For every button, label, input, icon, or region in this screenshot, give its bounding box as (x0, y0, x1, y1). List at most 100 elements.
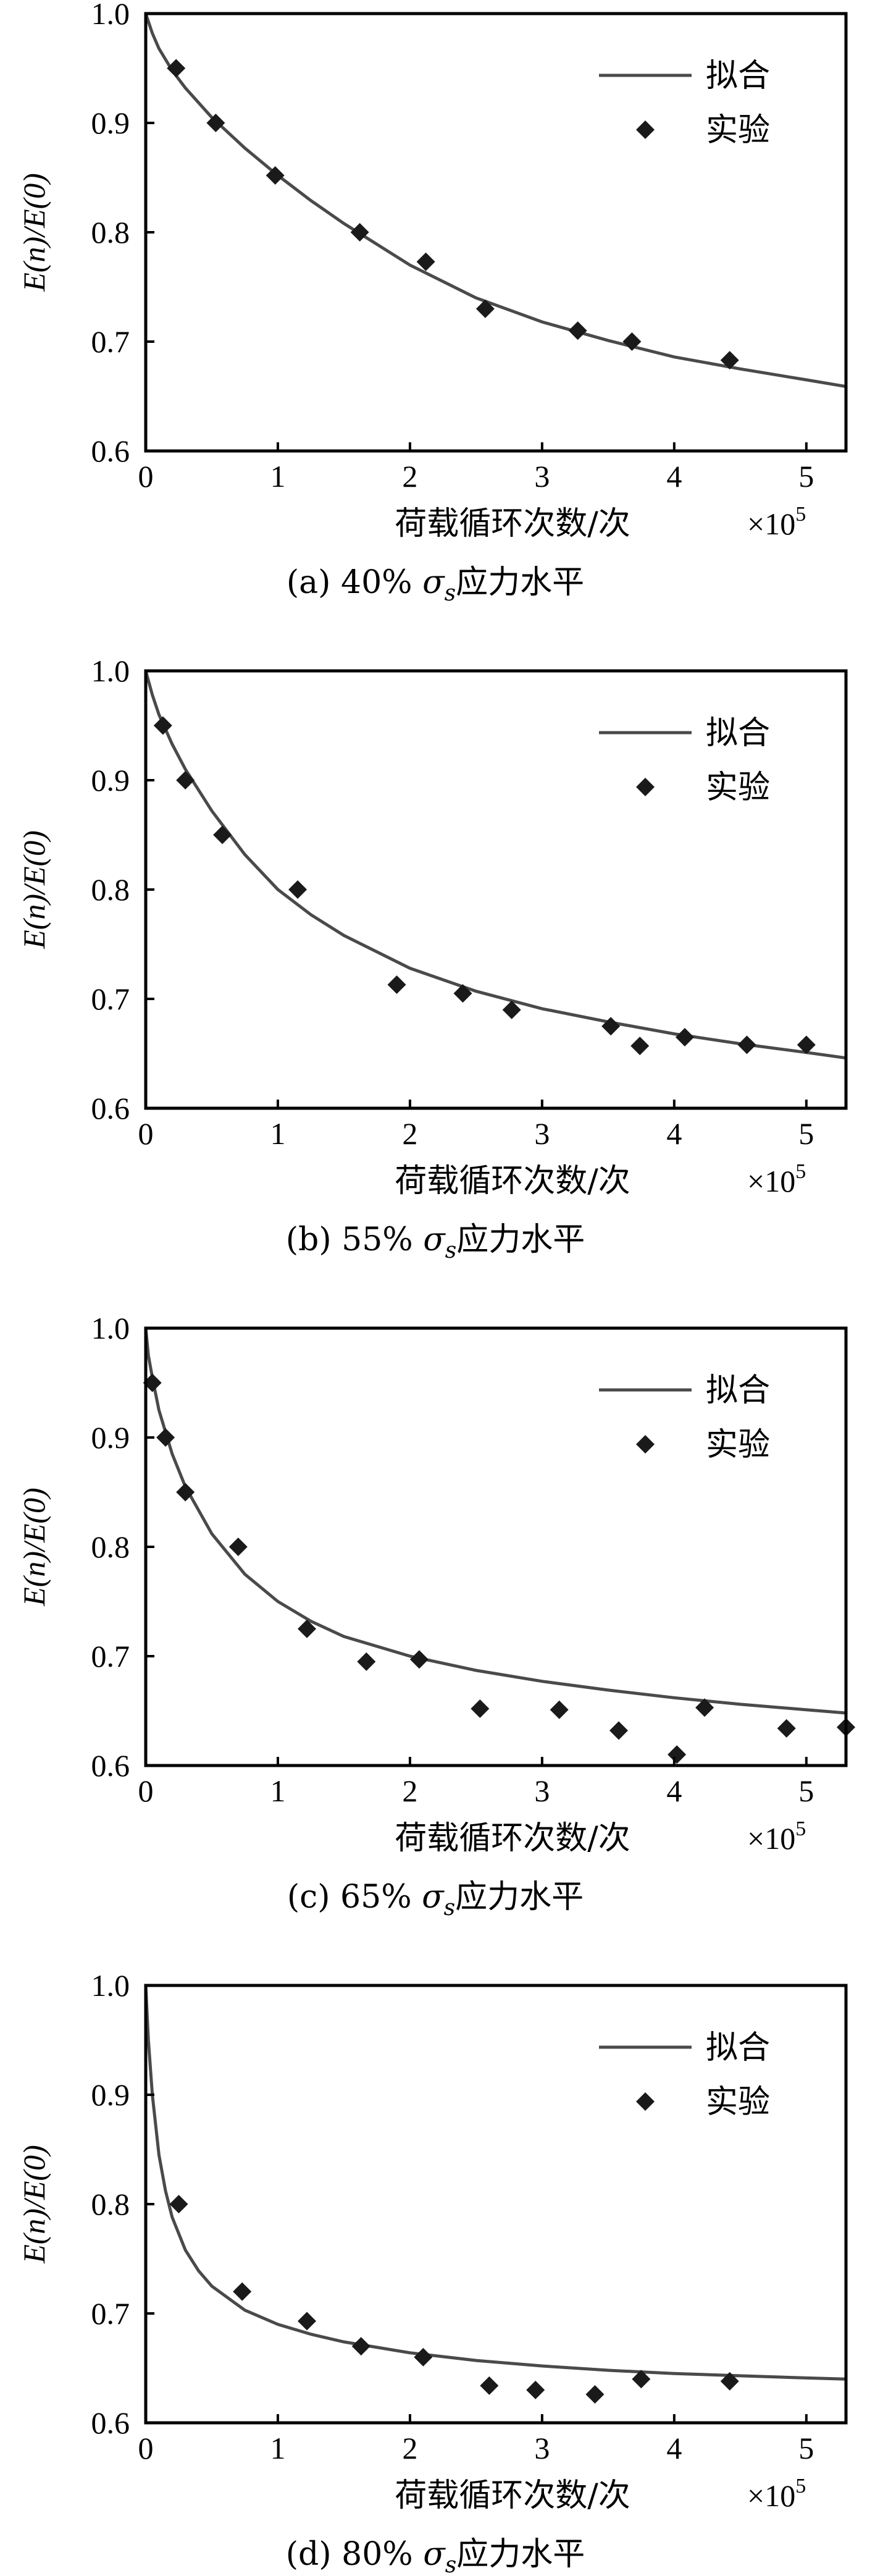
x-tick-label: 4 (666, 2431, 682, 2465)
y-tick-label: 1.0 (91, 1968, 130, 2003)
data-point (350, 223, 369, 242)
x-tick-label: 3 (534, 459, 550, 494)
data-point (228, 1538, 248, 1556)
y-tick-label: 0.7 (91, 324, 130, 359)
data-point (471, 1699, 490, 1718)
y-tick-label: 0.8 (91, 2187, 130, 2221)
x-multiplier-base: ×10 (747, 2478, 795, 2513)
legend-experiment-label: 实验 (706, 2084, 770, 2121)
x-tick-label: 2 (402, 1116, 417, 1151)
data-point (601, 1017, 621, 1036)
x-tick-label: 0 (138, 459, 154, 494)
y-tick-label: 1.0 (91, 1311, 130, 1345)
y-tick-label: 0.7 (91, 1639, 130, 1673)
x-tick-label: 4 (666, 1116, 682, 1151)
legend-experiment-label: 实验 (706, 1426, 770, 1463)
data-point (351, 2337, 371, 2356)
x-axis-label: 荷载循环次数/次 (395, 2477, 630, 2514)
data-point (668, 1745, 687, 1764)
data-point (206, 114, 225, 132)
y-tick-label: 0.9 (91, 2077, 130, 2112)
caption-subscript: s (445, 581, 456, 606)
y-tick-label: 0.8 (91, 215, 130, 250)
data-point (675, 1027, 694, 1046)
caption-prefix: (c) 65% (287, 1879, 422, 1916)
data-point (630, 1037, 650, 1056)
x-multiplier: ×105 (747, 1160, 806, 1198)
data-point (568, 321, 587, 340)
panel-caption: (d) 80% σs应力水平 (286, 2536, 585, 2576)
x-tick-label: 0 (138, 2431, 154, 2465)
y-tick-label: 1.0 (91, 0, 130, 31)
data-point (266, 166, 285, 185)
caption-subscript: s (445, 1238, 456, 1263)
legend-fit-label: 拟合 (706, 1372, 770, 1409)
x-multiplier: ×105 (747, 2475, 806, 2513)
x-axis-label: 荷载循环次数/次 (395, 505, 630, 542)
x-multiplier-exponent: 5 (795, 1817, 806, 1840)
legend-diamond-icon (636, 778, 655, 796)
y-axis-label: E(n)/E(0) (17, 1488, 51, 1607)
legend-fit-label: 拟合 (706, 2029, 770, 2066)
data-point (414, 2347, 433, 2367)
data-point (777, 1719, 796, 1738)
panel-caption: (c) 65% σs应力水平 (287, 1879, 584, 1921)
x-tick-label: 1 (270, 459, 285, 494)
data-point (288, 880, 308, 899)
x-multiplier: ×105 (747, 1817, 806, 1856)
data-point (480, 2376, 499, 2395)
y-tick-label: 0.8 (91, 1530, 130, 1564)
data-point (298, 2312, 317, 2331)
x-tick-label: 2 (402, 459, 417, 494)
x-tick-label: 2 (402, 1774, 417, 1808)
caption-subscript: s (444, 1895, 455, 1921)
panel-caption: (b) 55% σs应力水平 (286, 1221, 585, 1263)
legend-experiment-label: 实验 (706, 769, 770, 806)
x-tick-label: 1 (270, 1774, 285, 1808)
x-tick-label: 1 (270, 1116, 285, 1151)
legend-fit-label: 拟合 (706, 57, 770, 95)
caption-suffix: 应力水平 (456, 2536, 585, 2573)
data-point (153, 716, 172, 735)
caption-subscript: s (445, 2553, 456, 2576)
data-point (526, 2380, 545, 2399)
data-point (176, 1483, 195, 1502)
chart-panel-d: 0 1 2 3 4 5 0.6 0.7 0.8 0.9 1.0 E(n)/E(0) 荷载循环次数/次 ×1… (17, 1968, 848, 2576)
data-point (622, 332, 642, 351)
x-multiplier-base: ×10 (747, 1164, 795, 1198)
data-point (213, 825, 232, 844)
data-point (720, 2372, 739, 2391)
x-multiplier-exponent: 5 (795, 1160, 806, 1183)
y-tick-label: 0.9 (91, 1420, 130, 1455)
data-point (167, 59, 186, 78)
caption-sigma: σ (422, 1879, 445, 1916)
caption-prefix: (d) 80% (286, 2536, 424, 2573)
data-point (387, 975, 406, 994)
y-tick-label: 0.6 (91, 1748, 130, 1783)
fit-curve (146, 1985, 846, 2381)
y-tick-label: 1.0 (91, 654, 130, 688)
y-tick-label: 0.8 (91, 872, 130, 907)
data-point (298, 1619, 317, 1638)
legend-fit-label: 拟合 (706, 715, 770, 752)
x-tick-label: 3 (534, 1774, 550, 1808)
x-tick-label: 5 (798, 459, 814, 494)
data-point (550, 1700, 569, 1719)
caption-suffix: 应力水平 (456, 1221, 585, 1258)
data-point (176, 771, 195, 789)
data-point (632, 2370, 651, 2389)
data-point (502, 1000, 521, 1019)
x-tick-label: 3 (534, 2431, 550, 2465)
data-point (156, 1428, 175, 1447)
legend-diamond-icon (636, 120, 655, 139)
fit-curve (146, 1328, 846, 1715)
x-tick-label: 5 (798, 2431, 814, 2465)
caption-suffix: 应力水平 (455, 1879, 584, 1916)
data-point (416, 252, 435, 271)
x-tick-label: 0 (138, 1774, 154, 1808)
x-tick-label: 3 (534, 1116, 550, 1151)
data-point (585, 2384, 605, 2404)
